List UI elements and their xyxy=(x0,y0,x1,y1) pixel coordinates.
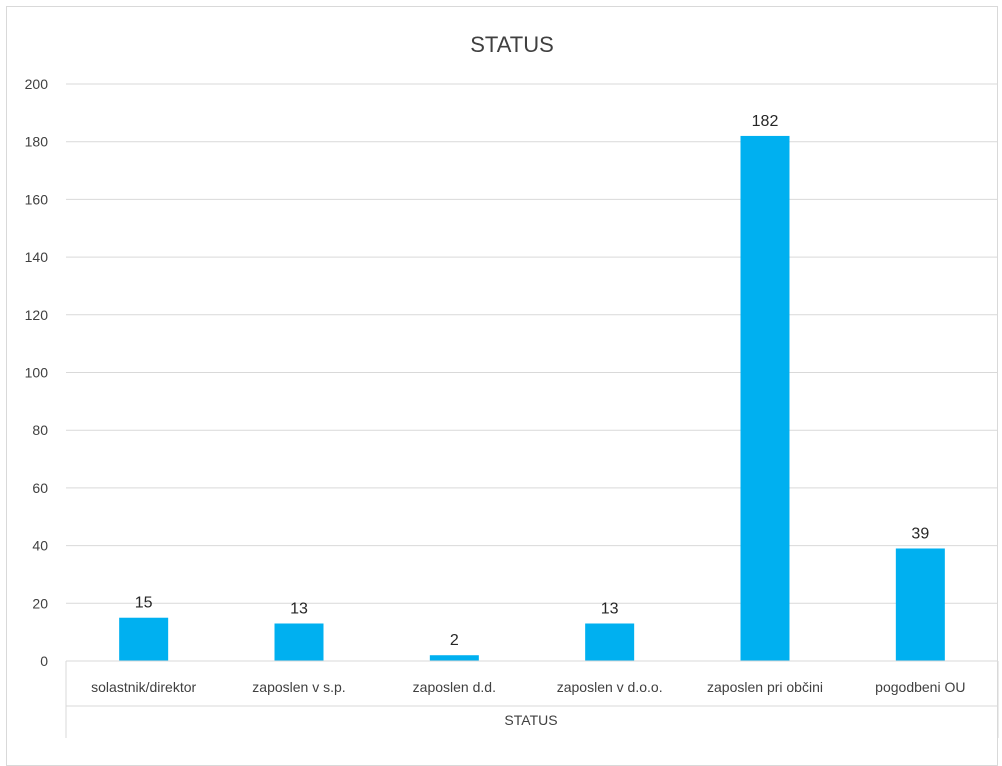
y-tick-label: 140 xyxy=(25,249,49,265)
chart-frame xyxy=(6,6,998,766)
bar xyxy=(895,548,945,661)
category-label: zaposlen pri občini xyxy=(707,679,823,695)
y-tick-label: 120 xyxy=(25,307,49,323)
bar xyxy=(119,617,169,661)
y-tick-label: 80 xyxy=(32,422,48,438)
y-tick-label: 160 xyxy=(25,191,49,207)
data-label: 182 xyxy=(752,113,779,130)
y-tick-label: 0 xyxy=(40,653,48,669)
y-axis-tick-labels: 0 20 40 60 80 100 120 140 160 180 200 xyxy=(25,76,49,669)
data-label: 2 xyxy=(450,632,459,649)
y-tick-label: 180 xyxy=(25,134,49,150)
category-label: solastnik/direktor xyxy=(91,679,196,695)
data-labels: 15 13 2 13 182 39 xyxy=(135,113,930,649)
y-tick-label: 100 xyxy=(25,365,49,381)
x-axis xyxy=(65,660,999,738)
data-label: 13 xyxy=(601,600,619,617)
bar xyxy=(429,655,479,661)
bar xyxy=(585,623,635,661)
bar xyxy=(740,135,790,661)
x-axis-title: STATUS xyxy=(504,712,557,728)
x-axis-category-labels: solastnik/direktor zaposlen v s.p. zaposle… xyxy=(91,679,965,695)
y-tick-label: 200 xyxy=(25,76,49,92)
bar-chart: STATUS 0 20 40 60 80 100 120 140 160 180 200 15 13 2… xyxy=(25,32,999,738)
category-label: zaposlen v s.p. xyxy=(252,679,345,695)
y-tick-label: 40 xyxy=(32,538,48,554)
y-tick-label: 20 xyxy=(32,595,48,611)
chart-title: STATUS xyxy=(470,32,554,57)
category-label: zaposlen v d.o.o. xyxy=(557,679,663,695)
bars xyxy=(119,135,945,661)
data-label: 13 xyxy=(290,600,308,617)
category-label: pogodbeni OU xyxy=(875,679,965,695)
category-label: zaposlen d.d. xyxy=(413,679,496,695)
y-tick-label: 60 xyxy=(32,480,48,496)
gridlines xyxy=(66,83,998,604)
bar xyxy=(274,623,324,661)
data-label: 15 xyxy=(135,595,153,612)
data-label: 39 xyxy=(911,525,929,542)
